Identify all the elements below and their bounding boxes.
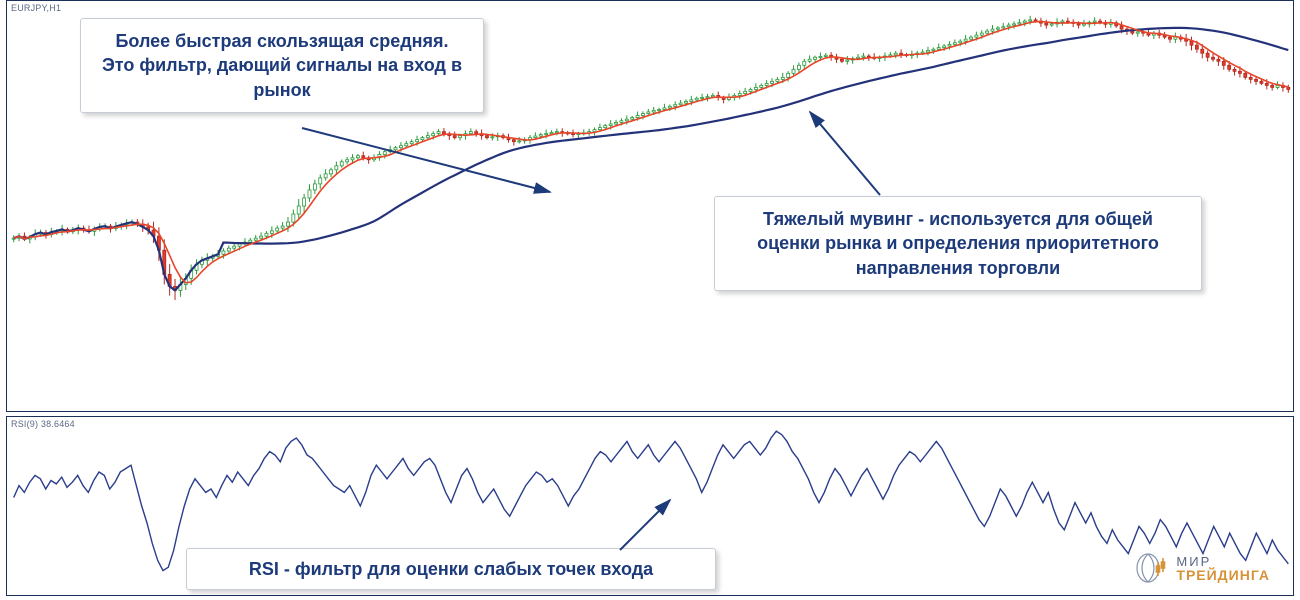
logo-text-1: МИР bbox=[1176, 555, 1270, 568]
logo-text-2: ТРЕЙДИНГА bbox=[1176, 568, 1270, 582]
logo-icon bbox=[1134, 550, 1168, 586]
callout-rsi: RSI - фильтр для оценки слабых точек вхо… bbox=[186, 548, 716, 590]
rsi-ticker-label: RSI(9) 38.6464 bbox=[11, 419, 75, 429]
price-ticker-label: EURJPY,H1 bbox=[11, 3, 61, 13]
callout-heavy-ma: Тяжелый мувинг - используется для общей … bbox=[714, 196, 1202, 291]
watermark-logo: МИР ТРЕЙДИНГА bbox=[1134, 550, 1270, 586]
callout-fast-ma: Более быстрая скользящая средняя. Это фи… bbox=[80, 18, 484, 113]
